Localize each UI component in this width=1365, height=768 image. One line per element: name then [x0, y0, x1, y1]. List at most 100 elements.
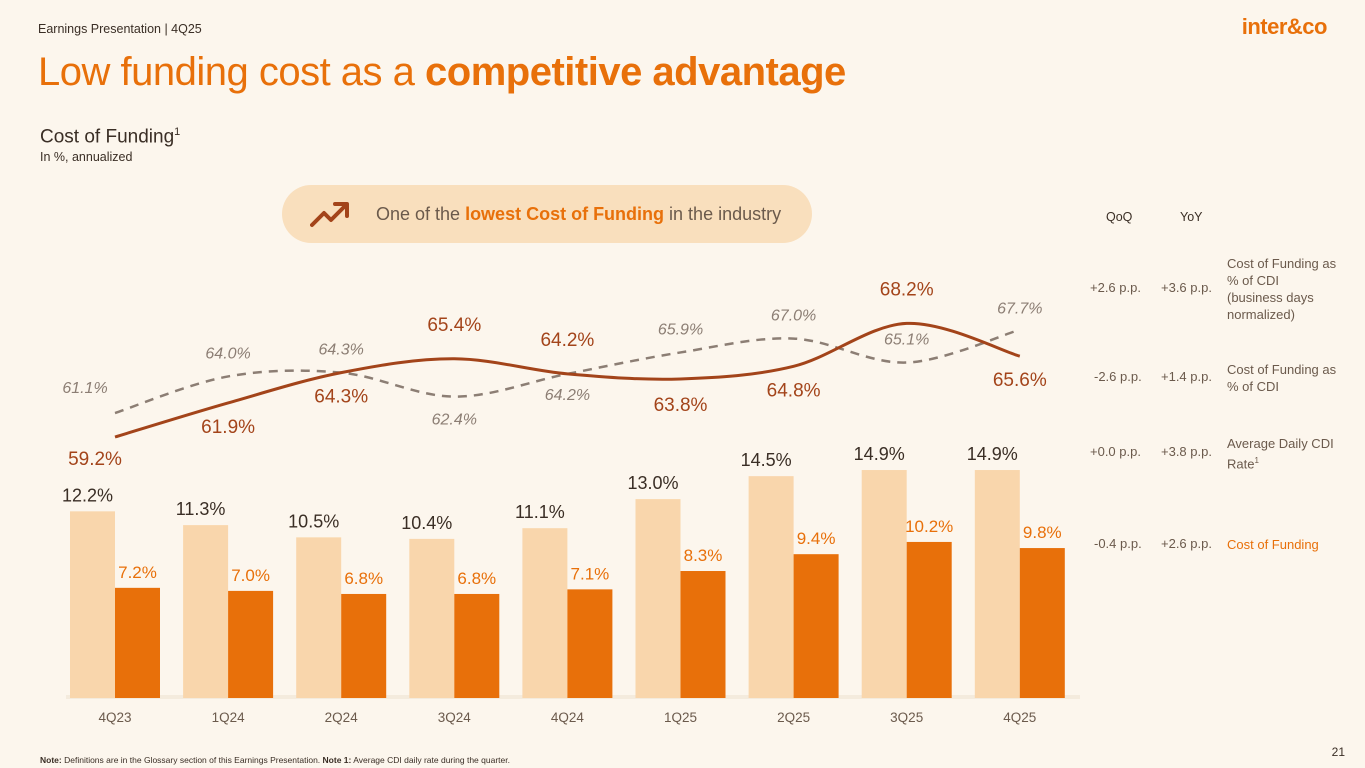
- header-label: Earnings Presentation | 4Q25: [38, 22, 202, 36]
- bar-cost-of-funding: [906, 541, 952, 698]
- bar-cof-label: 6.8%: [457, 569, 496, 588]
- bar-cdi-label: 11.1%: [515, 502, 565, 522]
- line-cof-cdi-label: 65.6%: [993, 370, 1047, 391]
- bar-cdi-label: 14.9%: [967, 444, 1018, 464]
- bar-cost-of-funding: [115, 587, 160, 698]
- row-label-cost-of-funding: Cost of Funding: [1227, 537, 1319, 552]
- page-number: 21: [1331, 745, 1345, 759]
- bar-cof-label: 6.8%: [344, 569, 383, 588]
- bar-cof-label: 8.3%: [684, 546, 723, 565]
- callout-pre: One of the: [376, 203, 466, 224]
- note1-text: Average CDI daily rate during the quarte…: [351, 755, 510, 765]
- callout-post: in the industry: [664, 203, 782, 224]
- bar-cost-of-funding: [793, 554, 839, 698]
- yoy-value: +1.4 p.p.: [1161, 369, 1212, 384]
- bar-cdi-label: 10.5%: [288, 511, 339, 531]
- yoy-header: YoY: [1180, 210, 1203, 224]
- page-title: Low funding cost as a competitive advant…: [38, 50, 846, 95]
- bar-cdi-rate: [522, 528, 568, 698]
- line-normalized-label: 65.1%: [884, 332, 929, 349]
- x-tick-label: 3Q25: [890, 710, 923, 725]
- bar-cof-label: 9.8%: [1023, 523, 1062, 542]
- inter-co-logo: inter&co: [1241, 14, 1328, 39]
- chart-unit-note: In %, annualized: [40, 150, 133, 164]
- qoq-value: -2.6 p.p.: [1094, 369, 1142, 384]
- bar-cost-of-funding: [228, 590, 274, 698]
- note-text: Definitions are in the Glossary section …: [61, 755, 323, 765]
- title-regular: Low funding cost as a: [38, 50, 426, 94]
- line-normalized-label: 64.3%: [319, 342, 364, 359]
- line-cof-cdi-label: 64.8%: [767, 380, 821, 401]
- x-tick-label: 4Q24: [551, 710, 585, 725]
- bar-cdi-rate: [409, 538, 455, 698]
- bar-cof-label: 7.2%: [118, 563, 157, 582]
- x-tick-label: 2Q25: [777, 710, 810, 725]
- yoy-value: +3.8 p.p.: [1161, 444, 1212, 459]
- bar-cdi-rate: [861, 470, 907, 698]
- bar-cdi-label: 10.4%: [401, 513, 452, 533]
- bar-cdi-label: 13.0%: [627, 473, 678, 493]
- bar-cost-of-funding: [680, 571, 726, 698]
- line-normalized-label: 62.4%: [432, 412, 477, 429]
- line-cof-cdi-label: 64.2%: [540, 330, 594, 351]
- bar-cdi-rate: [635, 499, 681, 698]
- callout-text: One of the lowest Cost of Funding in the…: [376, 204, 781, 225]
- bar-cdi-rate: [70, 511, 115, 698]
- callout-bold: lowest Cost of Funding: [465, 203, 665, 224]
- bar-cdi-label: 14.9%: [854, 444, 905, 464]
- bar-cdi-label: 14.5%: [741, 450, 792, 470]
- qoq-value: -0.4 p.p.: [1094, 536, 1142, 551]
- yoy-value: +3.6 p.p.: [1161, 280, 1212, 295]
- subtitle-footnote-marker: 1: [174, 126, 181, 138]
- series-line-cof-cdi: [114, 321, 1021, 439]
- title-bold: competitive advantage: [425, 50, 846, 94]
- bar-cof-label: 7.1%: [571, 564, 610, 583]
- row-label-cdi-rate: Average Daily CDI Rate1: [1227, 435, 1337, 472]
- row-label-normalized: Cost of Funding as % of CDI (business da…: [1227, 256, 1337, 322]
- bar-cdi-label: 12.2%: [62, 485, 113, 505]
- bar-cdi-label: 11.3%: [176, 499, 226, 519]
- bar-cof-label: 9.4%: [797, 529, 836, 548]
- line-normalized-label: 67.7%: [997, 301, 1042, 318]
- bar-cost-of-funding: [567, 589, 613, 698]
- bar-cof-label: 7.0%: [231, 566, 270, 585]
- row-label-text: Average Daily CDI Rate: [1227, 436, 1334, 472]
- subtitle-text: Cost of Funding: [40, 126, 175, 148]
- bar-cdi-rate: [974, 470, 1020, 698]
- line-cof-cdi-label: 63.8%: [654, 395, 708, 416]
- row-label-cof-cdi: Cost of Funding as % of CDI: [1227, 362, 1337, 394]
- line-normalized-label: 67.0%: [771, 308, 816, 325]
- bar-cdi-rate: [748, 476, 794, 698]
- bar-cdi-rate: [296, 537, 342, 698]
- line-cof-cdi-label: 59.2%: [68, 449, 122, 470]
- line-cof-cdi-label: 68.2%: [880, 279, 934, 300]
- cost-of-funding-chart: 12.2% 7.2% 4Q23 11.3% 7.0% 1Q24 10.5% 6.8% 2Q24 1…: [62, 279, 1080, 725]
- chart-subtitle: Cost of Funding1: [40, 126, 180, 148]
- line-cof-cdi-label: 64.3%: [314, 387, 368, 408]
- line-normalized-label: 64.2%: [545, 387, 590, 404]
- trending-up-icon: [310, 202, 349, 227]
- x-tick-label: 4Q23: [98, 710, 131, 725]
- note-label: Note:: [40, 755, 62, 765]
- callout-banner: One of the lowest Cost of Funding in the…: [282, 185, 812, 243]
- x-tick-label: 1Q24: [212, 710, 246, 725]
- note1-label: Note 1:: [322, 755, 352, 765]
- bar-cof-label: 10.2%: [905, 517, 953, 536]
- qoq-value: +2.6 p.p.: [1090, 280, 1141, 295]
- bar-cost-of-funding: [341, 593, 387, 698]
- x-tick-label: 1Q25: [664, 710, 697, 725]
- qoq-header: QoQ: [1106, 210, 1133, 224]
- bar-cdi-rate: [183, 525, 229, 698]
- x-tick-label: 2Q24: [325, 710, 359, 725]
- row-label-footnote-marker: 1: [1254, 456, 1259, 465]
- line-normalized-label: 61.1%: [62, 380, 107, 397]
- line-normalized-label: 65.9%: [658, 321, 703, 338]
- x-tick-label: 3Q24: [438, 710, 472, 725]
- bar-cost-of-funding: [454, 593, 500, 698]
- yoy-value: +2.6 p.p.: [1161, 536, 1212, 551]
- qoq-value: +0.0 p.p.: [1090, 444, 1141, 459]
- line-cof-cdi-label: 61.9%: [201, 417, 255, 438]
- footnote: Note: Definitions are in the Glossary se…: [40, 755, 510, 765]
- bar-cost-of-funding: [1019, 548, 1065, 698]
- line-normalized-label: 64.0%: [205, 345, 250, 362]
